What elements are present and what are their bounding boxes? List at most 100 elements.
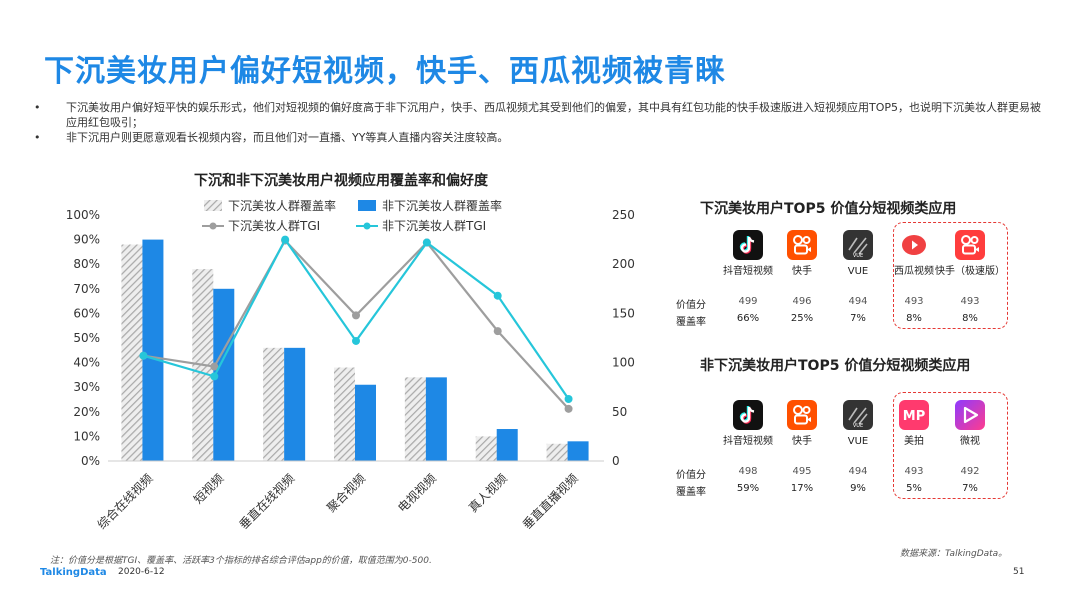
vue-icon: VUE bbox=[843, 230, 873, 260]
app-name: 快手（极速版） bbox=[935, 266, 1005, 277]
page-title: 下沉美妆用户偏好短视频，快手、西瓜视频被青睐 bbox=[44, 54, 726, 89]
y-right-tick-label: 50 bbox=[612, 405, 627, 419]
app-name: 西瓜视频 bbox=[894, 266, 934, 277]
app-name: 微视 bbox=[960, 436, 980, 447]
app-coverage: 7% bbox=[962, 483, 978, 494]
bar bbox=[496, 429, 518, 461]
app-coverage: 25% bbox=[790, 313, 814, 324]
app-coverage: 8% bbox=[962, 313, 978, 324]
svg-text:VUE: VUE bbox=[853, 253, 863, 259]
y-right-tick-label: 100 bbox=[612, 356, 635, 370]
app-coverage: 59% bbox=[736, 483, 760, 494]
y-left-tick-label: 10% bbox=[73, 429, 100, 443]
highlight-box bbox=[893, 392, 1008, 499]
x-tick-label: 综合在线视频 bbox=[94, 471, 156, 533]
bar bbox=[475, 436, 497, 461]
app-score: 498 bbox=[738, 466, 758, 477]
app-score: 495 bbox=[792, 466, 812, 477]
app-score: 496 bbox=[792, 296, 812, 307]
svg-text:MP: MP bbox=[903, 409, 925, 424]
x-tick-label: 垂直直播视频 bbox=[519, 471, 581, 533]
app-score: 493 bbox=[960, 296, 980, 307]
y-left-tick-label: 50% bbox=[73, 331, 100, 345]
app-score: 493 bbox=[904, 296, 924, 307]
legend-label: 下沉美妆人群TGI bbox=[228, 219, 320, 233]
app-name: VUE bbox=[847, 266, 869, 277]
bar bbox=[334, 367, 355, 461]
x-tick-label: 短视频 bbox=[190, 471, 226, 507]
bar bbox=[425, 377, 447, 461]
y-left-tick-label: 20% bbox=[73, 405, 100, 419]
talkingdata-logo: TalkingData bbox=[40, 567, 107, 578]
panel-bottom-title: 非下沉美妆用户TOP5 价值分短视频类应用 bbox=[700, 358, 971, 374]
app-name: 抖音短视频 bbox=[723, 266, 773, 277]
kuaishou-lite-icon bbox=[955, 230, 985, 260]
meipai-icon: MP bbox=[899, 400, 929, 430]
row-label-coverage: 覆盖率 bbox=[676, 487, 706, 498]
y-right-tick-label: 0 bbox=[612, 454, 620, 468]
bar bbox=[355, 384, 376, 461]
app-score: 494 bbox=[848, 296, 868, 307]
app-coverage: 5% bbox=[906, 483, 922, 494]
bullet-item: 下沉美妆用户偏好短平快的娱乐形式，他们对短视频的偏好度高于非下沉用户，快手、西瓜… bbox=[32, 100, 1042, 130]
highlight-box bbox=[893, 222, 1008, 329]
y-left-tick-label: 0% bbox=[81, 454, 100, 468]
x-tick-label: 聚合视频 bbox=[324, 471, 369, 516]
bar bbox=[142, 239, 164, 461]
line-point bbox=[210, 362, 219, 371]
svg-text:VUE: VUE bbox=[853, 423, 863, 429]
line-point bbox=[493, 291, 502, 300]
legend-marker bbox=[363, 222, 371, 230]
line-point bbox=[139, 351, 148, 360]
bullet-list: 下沉美妆用户偏好短平快的娱乐形式，他们对短视频的偏好度高于非下沉用户，快手、西瓜… bbox=[32, 100, 1042, 145]
y-left-tick-label: 80% bbox=[73, 257, 100, 271]
y-left-tick-label: 60% bbox=[73, 306, 100, 320]
bullet-item: 非下沉用户则更愿意观看长视频内容，而且他们对一直播、YY等真人直播内容关注度较高… bbox=[32, 130, 1042, 145]
bar bbox=[213, 288, 235, 461]
legend-label: 非下沉美妆人群覆盖率 bbox=[382, 198, 502, 213]
legend-swatch bbox=[204, 200, 222, 211]
app-name: VUE bbox=[847, 436, 869, 447]
line-point bbox=[564, 404, 573, 413]
xigua-icon bbox=[899, 230, 929, 260]
chart-title: 下沉和非下沉美妆用户视频应用覆盖率和偏好度 bbox=[194, 173, 488, 189]
y-left-tick-label: 40% bbox=[73, 356, 100, 370]
bar bbox=[567, 441, 589, 461]
weishi-icon bbox=[955, 400, 985, 430]
douyin-icon bbox=[733, 230, 763, 260]
combo-chart: 0% 10% 20% 30% 40% 50% 60% 70% 80% 90% 100% 0 50 100 1… bbox=[66, 198, 635, 533]
date: 2020-6-12 bbox=[118, 567, 165, 577]
x-tick-label: 电视视频 bbox=[394, 471, 439, 516]
app-coverage: 66% bbox=[736, 313, 760, 324]
app-name: 美拍 bbox=[904, 436, 924, 447]
legend-swatch bbox=[358, 200, 376, 211]
legend-label: 非下沉美妆人群TGI bbox=[382, 219, 486, 233]
line-point bbox=[422, 238, 431, 247]
app-score: 494 bbox=[848, 466, 868, 477]
footnote: 注：价值分是根据TGI、覆盖率、活跃率3个指标的排名综合评估app的价值，取值范… bbox=[50, 556, 432, 566]
y-left-tick-label: 70% bbox=[73, 282, 100, 296]
line-point bbox=[281, 235, 290, 244]
app-score: 492 bbox=[960, 466, 980, 477]
panel-top-title: 下沉美妆用户TOP5 价值分短视频类应用 bbox=[700, 201, 957, 217]
row-label-coverage: 覆盖率 bbox=[676, 317, 706, 328]
y-left-tick-label: 90% bbox=[73, 233, 100, 247]
bar bbox=[546, 443, 568, 461]
y-left-tick-label: 100% bbox=[66, 208, 100, 222]
line-point bbox=[210, 372, 219, 381]
legend-label: 下沉美妆人群覆盖率 bbox=[228, 198, 336, 213]
bar bbox=[263, 347, 285, 461]
app-coverage: 17% bbox=[790, 483, 814, 494]
kuaishou-icon bbox=[787, 230, 817, 260]
app-score: 493 bbox=[904, 466, 924, 477]
app-score: 499 bbox=[738, 296, 758, 307]
y-right-tick-label: 250 bbox=[612, 208, 635, 222]
row-label-score: 价值分 bbox=[676, 470, 706, 481]
app-name: 快手 bbox=[792, 436, 812, 447]
bar bbox=[284, 347, 306, 461]
app-coverage: 9% bbox=[850, 483, 866, 494]
page-number: 51 bbox=[1013, 567, 1025, 577]
line-point bbox=[352, 336, 360, 345]
app-coverage: 8% bbox=[906, 313, 922, 324]
data-source: 数据来源：TalkingData。 bbox=[900, 549, 1008, 559]
